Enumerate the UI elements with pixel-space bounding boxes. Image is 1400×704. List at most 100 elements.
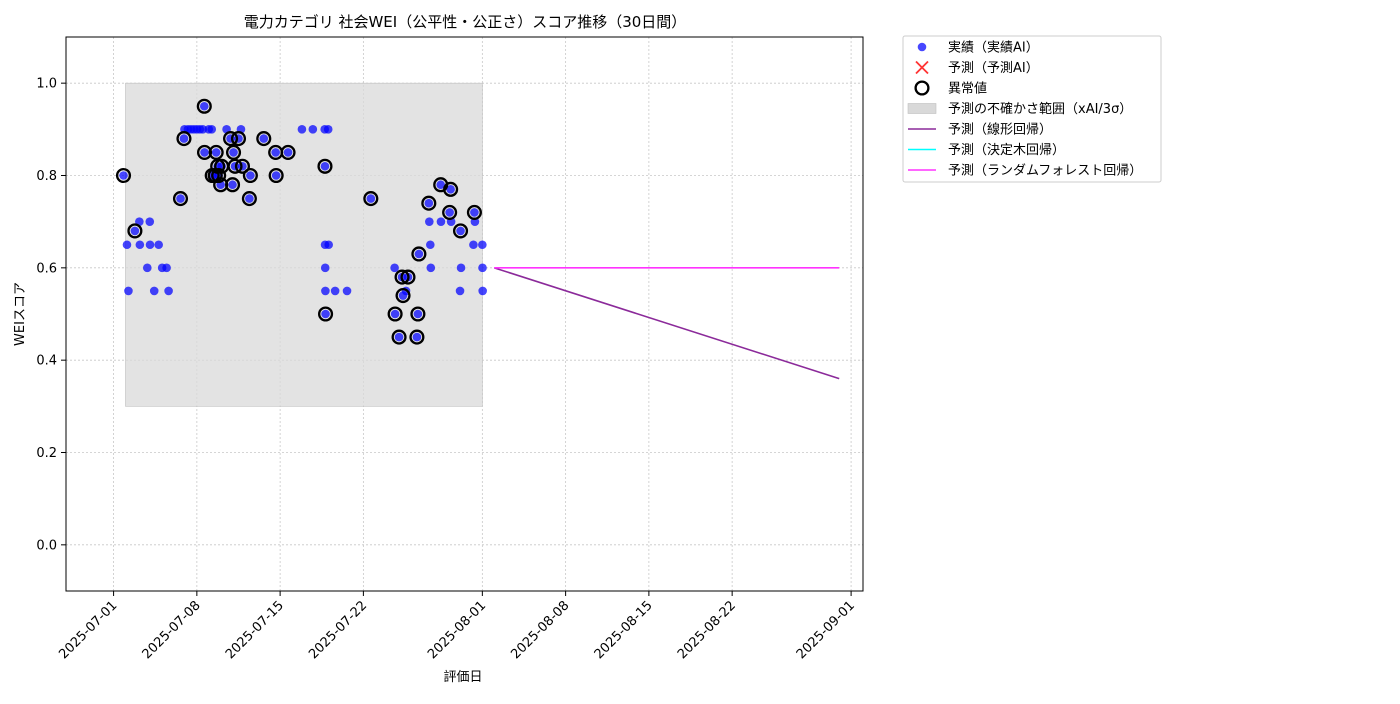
x-tick-label: 2025-09-01 — [794, 598, 858, 662]
anomaly-ring — [363, 191, 379, 207]
anomaly-ring — [172, 191, 189, 207]
actual-point — [145, 217, 155, 226]
anomaly-ring — [208, 144, 224, 160]
actual-point — [246, 171, 255, 180]
actual-point — [390, 263, 399, 273]
y-tick-label: 1.0 — [36, 77, 57, 92]
legend-marker-band — [907, 103, 937, 114]
actual-point — [390, 309, 400, 319]
actual-point — [413, 309, 423, 319]
actual-point — [414, 249, 424, 259]
actual-point — [426, 240, 435, 250]
legend-label: 予測（線形回帰） — [948, 122, 1052, 138]
y-tick-label: 0.2 — [36, 446, 57, 461]
anomaly-ring — [176, 131, 192, 147]
anomaly-ring — [411, 246, 427, 262]
actual-point — [259, 134, 269, 143]
actual-point — [478, 263, 487, 273]
y-tick-label: 0.6 — [36, 261, 57, 276]
actual-point — [308, 125, 318, 134]
anomaly-ring — [452, 223, 469, 239]
actual-point — [124, 286, 133, 296]
actual-point — [412, 332, 422, 342]
anomaly-ring — [317, 158, 333, 174]
anomaly-ring — [234, 158, 251, 174]
anomaly-ring — [256, 131, 272, 147]
plot-border — [65, 36, 864, 592]
plot-frame — [65, 36, 864, 592]
actual-point — [229, 148, 238, 157]
anomaly-ring — [442, 204, 458, 220]
actual-point — [324, 240, 333, 250]
actual-point — [271, 148, 280, 157]
actual-point — [199, 101, 209, 111]
anomaly-ring — [421, 195, 437, 211]
actual-point — [426, 263, 436, 273]
actual-point — [446, 185, 455, 194]
x-tick-label: 2025-07-22 — [306, 598, 370, 662]
actual-point — [130, 226, 140, 236]
x-tick-label: 2025-07-01 — [56, 598, 120, 662]
y-tick-label: 0.8 — [36, 169, 57, 184]
forecast-line — [493, 267, 840, 380]
x-tick-label: 2025-07-08 — [140, 598, 204, 662]
y-axis: 0.0 0.2 0.4 0.6 0.8 1.0 — [36, 77, 66, 553]
anomaly-ring — [115, 167, 132, 184]
legend-label: 予測の不確かさ範囲（xAI/3σ） — [948, 101, 1132, 117]
actual-point — [164, 286, 173, 296]
actual-point — [323, 125, 333, 134]
actual-point — [135, 240, 145, 250]
anomaly-ring — [230, 131, 247, 147]
anomaly-ring — [443, 181, 459, 197]
anomaly-rings-layer — [115, 98, 482, 345]
actual-point — [394, 332, 404, 342]
actual-point — [469, 240, 478, 250]
anomaly-ring — [318, 306, 334, 322]
actual-point — [149, 286, 159, 296]
anomaly-ring — [223, 131, 239, 147]
actual-point — [321, 286, 330, 296]
legend-label: 予測（決定木回帰） — [948, 142, 1065, 158]
anomaly-ring — [227, 158, 243, 174]
forecast-lines-layer — [493, 267, 840, 380]
legend-marker-anomaly — [914, 80, 930, 96]
anomaly-ring — [410, 306, 426, 322]
anomaly-ring — [241, 191, 257, 207]
actual-point — [283, 148, 293, 157]
actual-point — [119, 171, 128, 180]
actual-point — [436, 217, 446, 226]
anomaly-ring — [409, 329, 425, 345]
actual-point — [271, 171, 281, 180]
anomaly-ring — [400, 269, 416, 285]
actual-point — [200, 148, 209, 157]
actual-point — [436, 180, 446, 190]
anomaly-ring — [211, 167, 227, 184]
actual-point — [330, 286, 340, 296]
x-tick-label: 2025-07-15 — [223, 598, 287, 662]
y-tick-label: 0.4 — [36, 354, 57, 369]
actual-point — [425, 217, 434, 226]
x-tick-label: 2025-08-22 — [675, 598, 739, 662]
actual-point — [320, 161, 330, 171]
actual-point — [456, 226, 465, 236]
actual-point — [456, 263, 466, 273]
y-axis-label: WEIスコア — [13, 282, 28, 346]
actual-point — [179, 134, 189, 143]
anomaly-ring — [280, 144, 296, 160]
actual-point — [198, 125, 208, 134]
anomaly-ring — [196, 144, 213, 160]
legend-label: 予測（ランダムフォレスト回帰） — [948, 163, 1142, 179]
actual-point — [211, 148, 221, 157]
x-tick-label: 2025-08-01 — [425, 598, 489, 662]
actual-point — [207, 125, 217, 134]
actual-point — [321, 309, 330, 319]
legend-box — [902, 35, 1162, 183]
actual-point — [245, 194, 254, 203]
anomaly-ring — [196, 98, 212, 114]
actual-point — [145, 240, 155, 250]
legend-label: 実績（実績AI） — [948, 40, 1039, 56]
legend-marker-forecast — [915, 60, 929, 75]
